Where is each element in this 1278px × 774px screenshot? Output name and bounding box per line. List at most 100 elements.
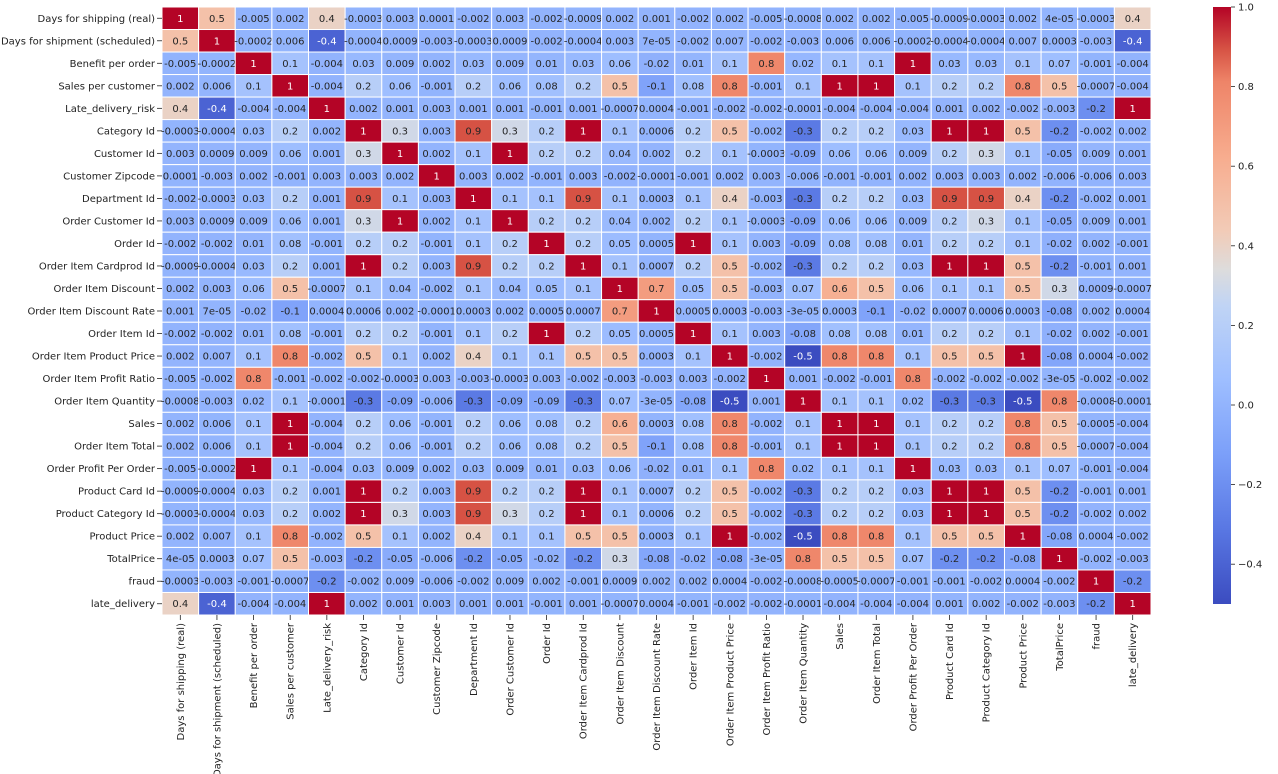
cell-value-label: 0.2 (942, 81, 958, 92)
cell-value-label: 1 (543, 239, 549, 250)
cell-value-label: -0.3 (793, 194, 813, 205)
cell-value-label: -0.005 (164, 59, 196, 70)
cell-value-label: 0.003 (349, 171, 378, 182)
cell-value-label: 0.02 (792, 464, 814, 475)
cell-value-label: -0.0004 (930, 36, 969, 47)
cell-value-label: 0.2 (868, 509, 884, 520)
cell-value-label: -0.001 (530, 171, 562, 182)
cell-value-label: -0.0003 (747, 149, 786, 160)
cell-value-label: 0.08 (682, 81, 704, 92)
cell-value-label: 0.001 (1118, 261, 1147, 272)
cell-value-label: 0.04 (389, 284, 411, 295)
cell-value-label: -0.001 (237, 577, 269, 588)
cell-value-label: 1 (983, 261, 989, 272)
cell-value-label: -3e-05 (1043, 374, 1075, 385)
cell-value-label: 0.006 (203, 419, 232, 430)
cell-value-label: 0.002 (313, 126, 342, 137)
cell-value-label: -0.002 (970, 374, 1002, 385)
cell-value-label: 0.7 (612, 307, 628, 318)
cell-value-label: -0.0001 (784, 599, 823, 610)
cell-value-label: -0.0003 (1077, 14, 1116, 25)
cell-value-label: 0.4 (722, 194, 738, 205)
cell-value-label: -0.0003 (198, 194, 237, 205)
cell-value-label: -0.002 (750, 126, 782, 137)
cell-value-label: 0.1 (795, 419, 811, 430)
cell-value-label: 1 (324, 599, 330, 610)
cell-value-label: 0.08 (535, 81, 557, 92)
cell-value-label: 0.2 (575, 149, 591, 160)
cell-value-label: 0.5 (1051, 419, 1067, 430)
cell-value-label: -0.002 (750, 352, 782, 363)
cell-value-label: 0.0007 (639, 261, 674, 272)
cell-value-label: -0.001 (1117, 239, 1149, 250)
cell-value-label: 0.0003 (1042, 36, 1077, 47)
x-tick-label: Order Item Discount Rate (652, 623, 663, 751)
cell-value-label: 0.001 (935, 599, 964, 610)
cell-value-label: 0.0004 (309, 307, 344, 318)
cell-value-label: 0.002 (972, 104, 1001, 115)
cell-value-label: 0.1 (502, 532, 518, 543)
cell-value-label: -0.001 (311, 329, 343, 340)
cell-value-label: -0.004 (860, 104, 892, 115)
y-tick-label: Order Item Total (74, 442, 155, 453)
cell-value-label: 0.001 (386, 104, 415, 115)
cell-value-label: 0.08 (682, 442, 704, 453)
cell-value-label: -0.2 (940, 554, 960, 565)
cell-value-label: 0.02 (902, 397, 924, 408)
cell-value-label: 0.2 (282, 509, 298, 520)
cell-value-label: -0.002 (750, 419, 782, 430)
cell-value-label: -0.002 (1117, 532, 1149, 543)
cell-value-label: 0.006 (276, 36, 305, 47)
cell-value-label: 0.06 (499, 442, 521, 453)
cell-value-label: 0.2 (942, 216, 958, 227)
cell-value-label: -0.002 (1080, 126, 1112, 137)
cell-value-label: -0.001 (274, 171, 306, 182)
cell-value-label: -0.0002 (198, 464, 237, 475)
cell-value-label: -0.08 (717, 554, 743, 565)
cell-value-label: 0.9 (356, 194, 372, 205)
cell-value-label: -0.005 (750, 14, 782, 25)
cell-value-label: 0.1 (832, 397, 848, 408)
cell-value-label: 1 (617, 284, 623, 295)
cell-value-label: 0.001 (313, 149, 342, 160)
cell-value-label: -0.0009 (564, 14, 603, 25)
cell-value-label: -0.0003 (967, 14, 1006, 25)
cell-value-label: 0.8 (282, 532, 298, 543)
cell-value-label: -0.0008 (1077, 397, 1116, 408)
cell-value-label: -0.002 (1080, 194, 1112, 205)
cell-value-label: -3e-05 (787, 307, 819, 318)
x-tick-label: Days for shipment (scheduled) (212, 623, 223, 774)
cell-value-label: -0.003 (750, 307, 782, 318)
x-tick-label: Order Item Product Price (725, 623, 736, 746)
cell-value-label: 0.1 (246, 532, 262, 543)
cell-value-label: 1 (580, 261, 586, 272)
cell-value-label: 0.1 (392, 352, 408, 363)
colorbar-tick-label: 0.6 (1238, 162, 1254, 173)
cell-value-label: -0.002 (421, 284, 453, 295)
cell-value-label: -0.001 (933, 577, 965, 588)
cell-value-label: 0.002 (1082, 329, 1111, 340)
cell-value-label: -0.05 (1046, 216, 1072, 227)
x-tick-label: TotalPrice (1055, 623, 1066, 672)
cell-value-label: -0.002 (750, 599, 782, 610)
cell-value-label: 0.1 (868, 397, 884, 408)
cell-value-label: 0.8 (832, 352, 848, 363)
cell-value-label: 0.5 (575, 352, 591, 363)
cell-value-label: 0.5 (1015, 261, 1031, 272)
cell-value-label: 0.001 (1118, 149, 1147, 160)
cell-value-label: 1 (727, 352, 733, 363)
cell-value-label: 0.1 (1015, 59, 1031, 70)
cell-value-label: 0.1 (246, 352, 262, 363)
cell-value-label: -0.2 (1050, 126, 1070, 137)
cell-value-label: -0.02 (680, 554, 706, 565)
cell-value-label: 0.9 (465, 509, 481, 520)
cell-value-label: 0.006 (825, 36, 854, 47)
cell-value-label: 0.03 (352, 59, 374, 70)
cell-value-label: 0.2 (832, 261, 848, 272)
cell-value-label: 1 (1056, 554, 1062, 565)
cell-value-label: -0.003 (1043, 599, 1075, 610)
cell-value-label: -0.001 (1080, 487, 1112, 498)
cell-value-label: 1 (946, 509, 952, 520)
cell-value-label: -0.05 (1046, 149, 1072, 160)
cell-value-label: 0.001 (1118, 194, 1147, 205)
